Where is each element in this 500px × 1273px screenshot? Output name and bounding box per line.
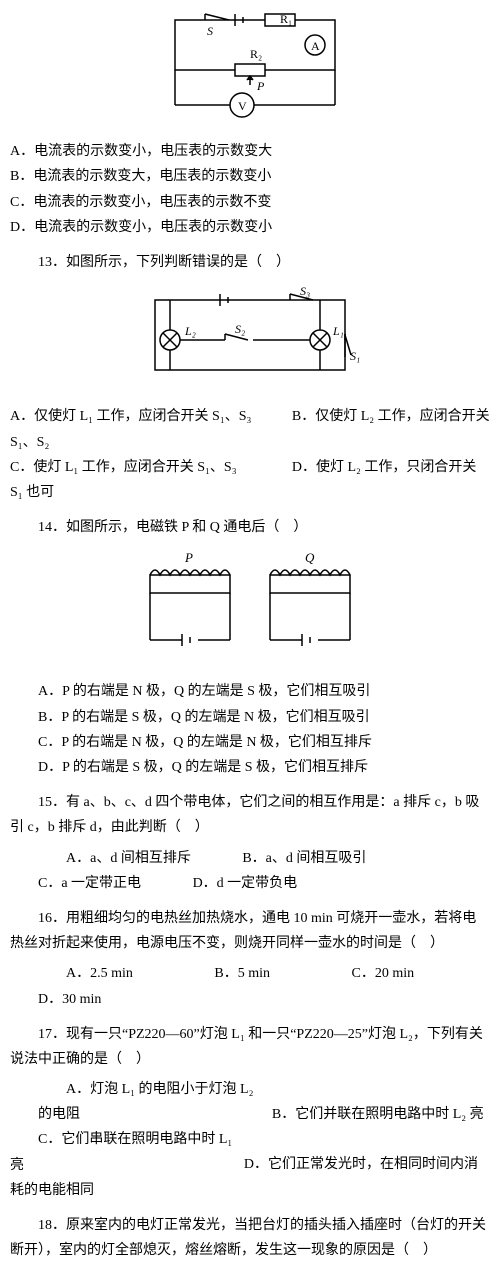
option-b: B．它们并联在照明电路中时 L₂ 亮 — [272, 1107, 484, 1122]
option-b: B．5 min — [186, 961, 270, 986]
option-a: A．灯泡 L₁ 的电阻小于灯泡 L₂ 的电阻 — [38, 1077, 268, 1127]
q17-text: 17．现有一只“PZ220—60”灯泡 L₁ 和一只“PZ220—25”灯泡 L… — [10, 1022, 490, 1072]
q13-options: A．仅使灯 L₁ 工作，应闭合开关 S₁、S₃ B．仅使灯 L₂ 工作，应闭合开… — [10, 404, 490, 505]
circuit-diagram-3: P Q — [10, 550, 490, 669]
label-p: P — [256, 79, 265, 93]
option-c: C．20 min — [324, 961, 415, 986]
option-c: C．电流表的示数变小，电压表的示数不变 — [10, 190, 271, 215]
option-a: A．2.5 min — [38, 961, 133, 986]
q14-text: 14．如图所示，电磁铁 P 和 Q 通电后（ ） — [10, 515, 490, 540]
label-s2: S₂ — [235, 322, 245, 336]
option-a: A．P 的右端是 N 极，Q 的左端是 S 极，它们相互吸引 — [10, 679, 490, 704]
label-l1: L₁ — [332, 324, 344, 338]
option-d: D．电流表的示数变小，电压表的示数变小 — [10, 215, 272, 240]
option-c: C．使灯 L₁ 工作，应闭合开关 S₁、S₃ — [10, 455, 288, 480]
label-s3: S₃ — [300, 285, 310, 298]
q18-text: 18．原来室内的电灯正常发光，当把台灯的插头插入插座时（台灯的开关断开），室内的… — [10, 1213, 490, 1263]
label-l2: L₂ — [184, 324, 196, 338]
label-r2: R₂ — [250, 47, 262, 61]
option-b: B．a、d 间相互吸引 — [214, 846, 366, 871]
option-d: D．P 的右端是 S 极，Q 的左端是 S 极，它们相互排斥 — [10, 755, 490, 780]
option-d: D．30 min — [10, 987, 101, 1012]
label-a: A — [311, 39, 320, 53]
option-a: A．仅使灯 L₁ 工作，应闭合开关 S₁、S₃ — [10, 404, 288, 429]
label-r1: R₁ — [280, 12, 292, 26]
label-s: S — [207, 24, 213, 38]
q15-options: A．a、d 间相互排斥 B．a、d 间相互吸引 C．a 一定带正电 D．d 一定… — [10, 846, 490, 896]
label-s1: S₁ — [350, 349, 360, 363]
circuit-diagram-1: R₁ R₂ S P A V — [10, 10, 490, 129]
option-a: A．a、d 间相互排斥 — [38, 846, 191, 871]
label-p: P — [184, 550, 193, 565]
option-d: D．d 一定带负电 — [165, 871, 298, 896]
q17-options: A．灯泡 L₁ 的电阻小于灯泡 L₂ 的电阻 B．它们并联在照明电路中时 L₂ … — [10, 1077, 490, 1203]
q16-options: A．2.5 min B．5 min C．20 min D．30 min — [10, 961, 490, 1011]
option-b: B．电流表的示数变大，电压表的示数变小 — [10, 164, 271, 189]
options-block-1: A．电流表的示数变小，电压表的示数变大 B．电流表的示数变大，电压表的示数变小 … — [10, 139, 490, 240]
label-v: V — [238, 99, 247, 113]
q15-text: 15．有 a、b、c、d 四个带电体，它们之间的相互作用是：a 排斥 c，b 吸… — [10, 790, 490, 840]
option-c: C．a 一定带正电 — [10, 871, 141, 896]
q13-text: 13．如图所示，下列判断错误的是（ ） — [10, 250, 490, 275]
q14-options: A．P 的右端是 N 极，Q 的左端是 S 极，它们相互吸引 B．P 的右端是 … — [10, 679, 490, 780]
option-c: C．P 的右端是 N 极，Q 的左端是 N 极，它们相互排斥 — [10, 730, 490, 755]
label-q: Q — [305, 550, 315, 565]
option-b: B．P 的右端是 S 极，Q 的左端是 N 极，它们相互吸引 — [10, 705, 490, 730]
circuit-diagram-2: L₂ L₁ S₂ S₃ S₁ — [10, 285, 490, 394]
option-a: A．电流表的示数变小，电压表的示数变大 — [10, 139, 272, 164]
q16-text: 16．用粗细均匀的电热丝加热烧水，通电 10 min 可烧开一壶水，若将电热丝对… — [10, 906, 490, 956]
option-c: C．它们串联在照明电路中时 L₁ 亮 — [10, 1127, 240, 1177]
